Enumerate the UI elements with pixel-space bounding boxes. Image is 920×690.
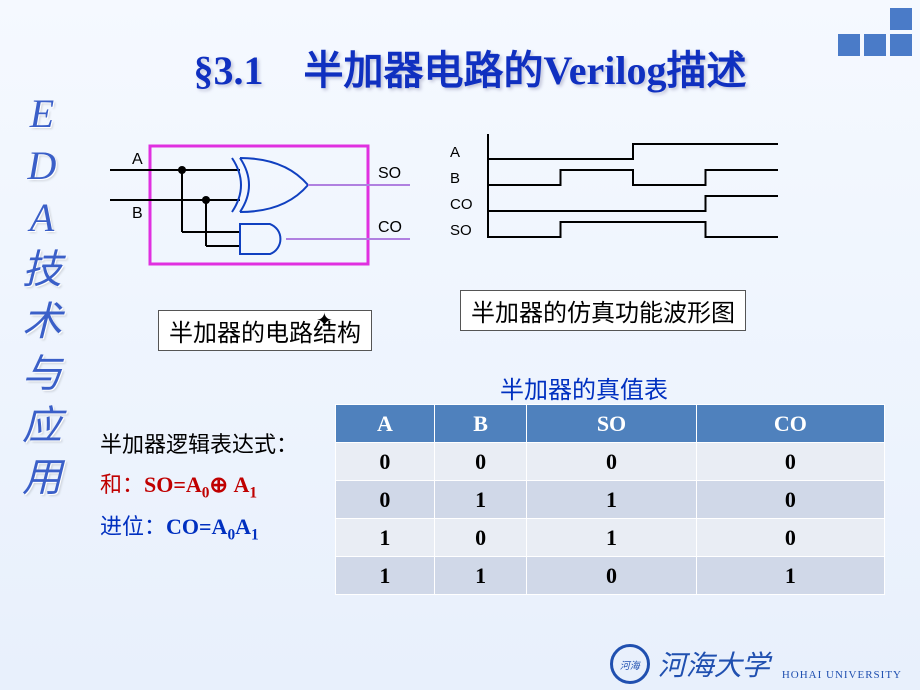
circuit-caption: 半加器的电路结构 bbox=[158, 310, 372, 351]
formula-sum: 和：SO=A0⊕ A1 bbox=[100, 465, 298, 507]
formula-carry: 进位：CO=A0A1 bbox=[100, 507, 298, 549]
wave-label: A bbox=[450, 144, 460, 161]
sidebar-char: A bbox=[30, 192, 54, 244]
half-adder-circuit-diagram: A B SO CO bbox=[110, 140, 410, 270]
table-cell: 0 bbox=[527, 443, 696, 481]
waveform-diagram: AB CO SO bbox=[448, 130, 788, 245]
sidebar-char: 用 bbox=[22, 452, 62, 504]
table-header: SO bbox=[527, 405, 696, 443]
sidebar-char: D bbox=[28, 140, 57, 192]
seal-icon: 河海 bbox=[610, 644, 650, 684]
table-row: 1101 bbox=[336, 557, 885, 595]
table-row: 0000 bbox=[336, 443, 885, 481]
formula-block: 半加器逻辑表达式： 和：SO=A0⊕ A1 进位：CO=A0A1 bbox=[100, 425, 298, 549]
university-name: 河海大学 bbox=[658, 644, 770, 684]
table-cell: 0 bbox=[336, 481, 435, 519]
table-cell: 0 bbox=[434, 519, 527, 557]
output-label-co: CO bbox=[378, 219, 402, 236]
sidebar-title: E D A 技 术 与 应 用 bbox=[2, 88, 82, 504]
corner-decoration bbox=[838, 8, 912, 56]
input-label-a: A bbox=[132, 151, 143, 168]
university-logo: 河海 河海大学 HOHAI UNIVERSITY bbox=[610, 644, 902, 684]
slide-title: §3.1 半加器电路的Verilog描述 bbox=[110, 38, 830, 96]
table-cell: 1 bbox=[336, 557, 435, 595]
table-header: A bbox=[336, 405, 435, 443]
table-cell: 1 bbox=[434, 557, 527, 595]
table-header: B bbox=[434, 405, 527, 443]
table-cell: 1 bbox=[527, 481, 696, 519]
university-subname: HOHAI UNIVERSITY bbox=[782, 669, 902, 681]
table-cell: 1 bbox=[696, 557, 884, 595]
table-cell: 0 bbox=[336, 443, 435, 481]
table-cell: 1 bbox=[527, 519, 696, 557]
sidebar-char: 术 bbox=[22, 296, 62, 348]
table-cell: 0 bbox=[696, 443, 884, 481]
table-cell: 0 bbox=[696, 519, 884, 557]
truth-table-title: 半加器的真值表 bbox=[500, 370, 668, 405]
sidebar-char: 技 bbox=[22, 244, 62, 296]
waveform-caption: 半加器的仿真功能波形图 bbox=[460, 290, 746, 331]
table-cell: 1 bbox=[336, 519, 435, 557]
wave-label: B bbox=[450, 170, 460, 187]
sidebar-char: 应 bbox=[22, 400, 62, 452]
table-header: CO bbox=[696, 405, 884, 443]
sidebar-char: 与 bbox=[22, 348, 62, 400]
table-row: 1010 bbox=[336, 519, 885, 557]
truth-table: ABSOCO 0000011010101101 bbox=[335, 404, 885, 595]
table-cell: 1 bbox=[434, 481, 527, 519]
wave-label: SO bbox=[450, 222, 472, 239]
table-cell: 0 bbox=[696, 481, 884, 519]
cursor-icon: ✦ bbox=[316, 308, 333, 333]
table-cell: 0 bbox=[527, 557, 696, 595]
input-label-b: B bbox=[132, 205, 143, 222]
formula-heading: 半加器逻辑表达式： bbox=[100, 425, 298, 465]
output-label-so: SO bbox=[378, 165, 401, 182]
table-row: 0110 bbox=[336, 481, 885, 519]
wave-label: CO bbox=[450, 196, 473, 213]
table-cell: 0 bbox=[434, 443, 527, 481]
sidebar-char: E bbox=[30, 88, 54, 140]
